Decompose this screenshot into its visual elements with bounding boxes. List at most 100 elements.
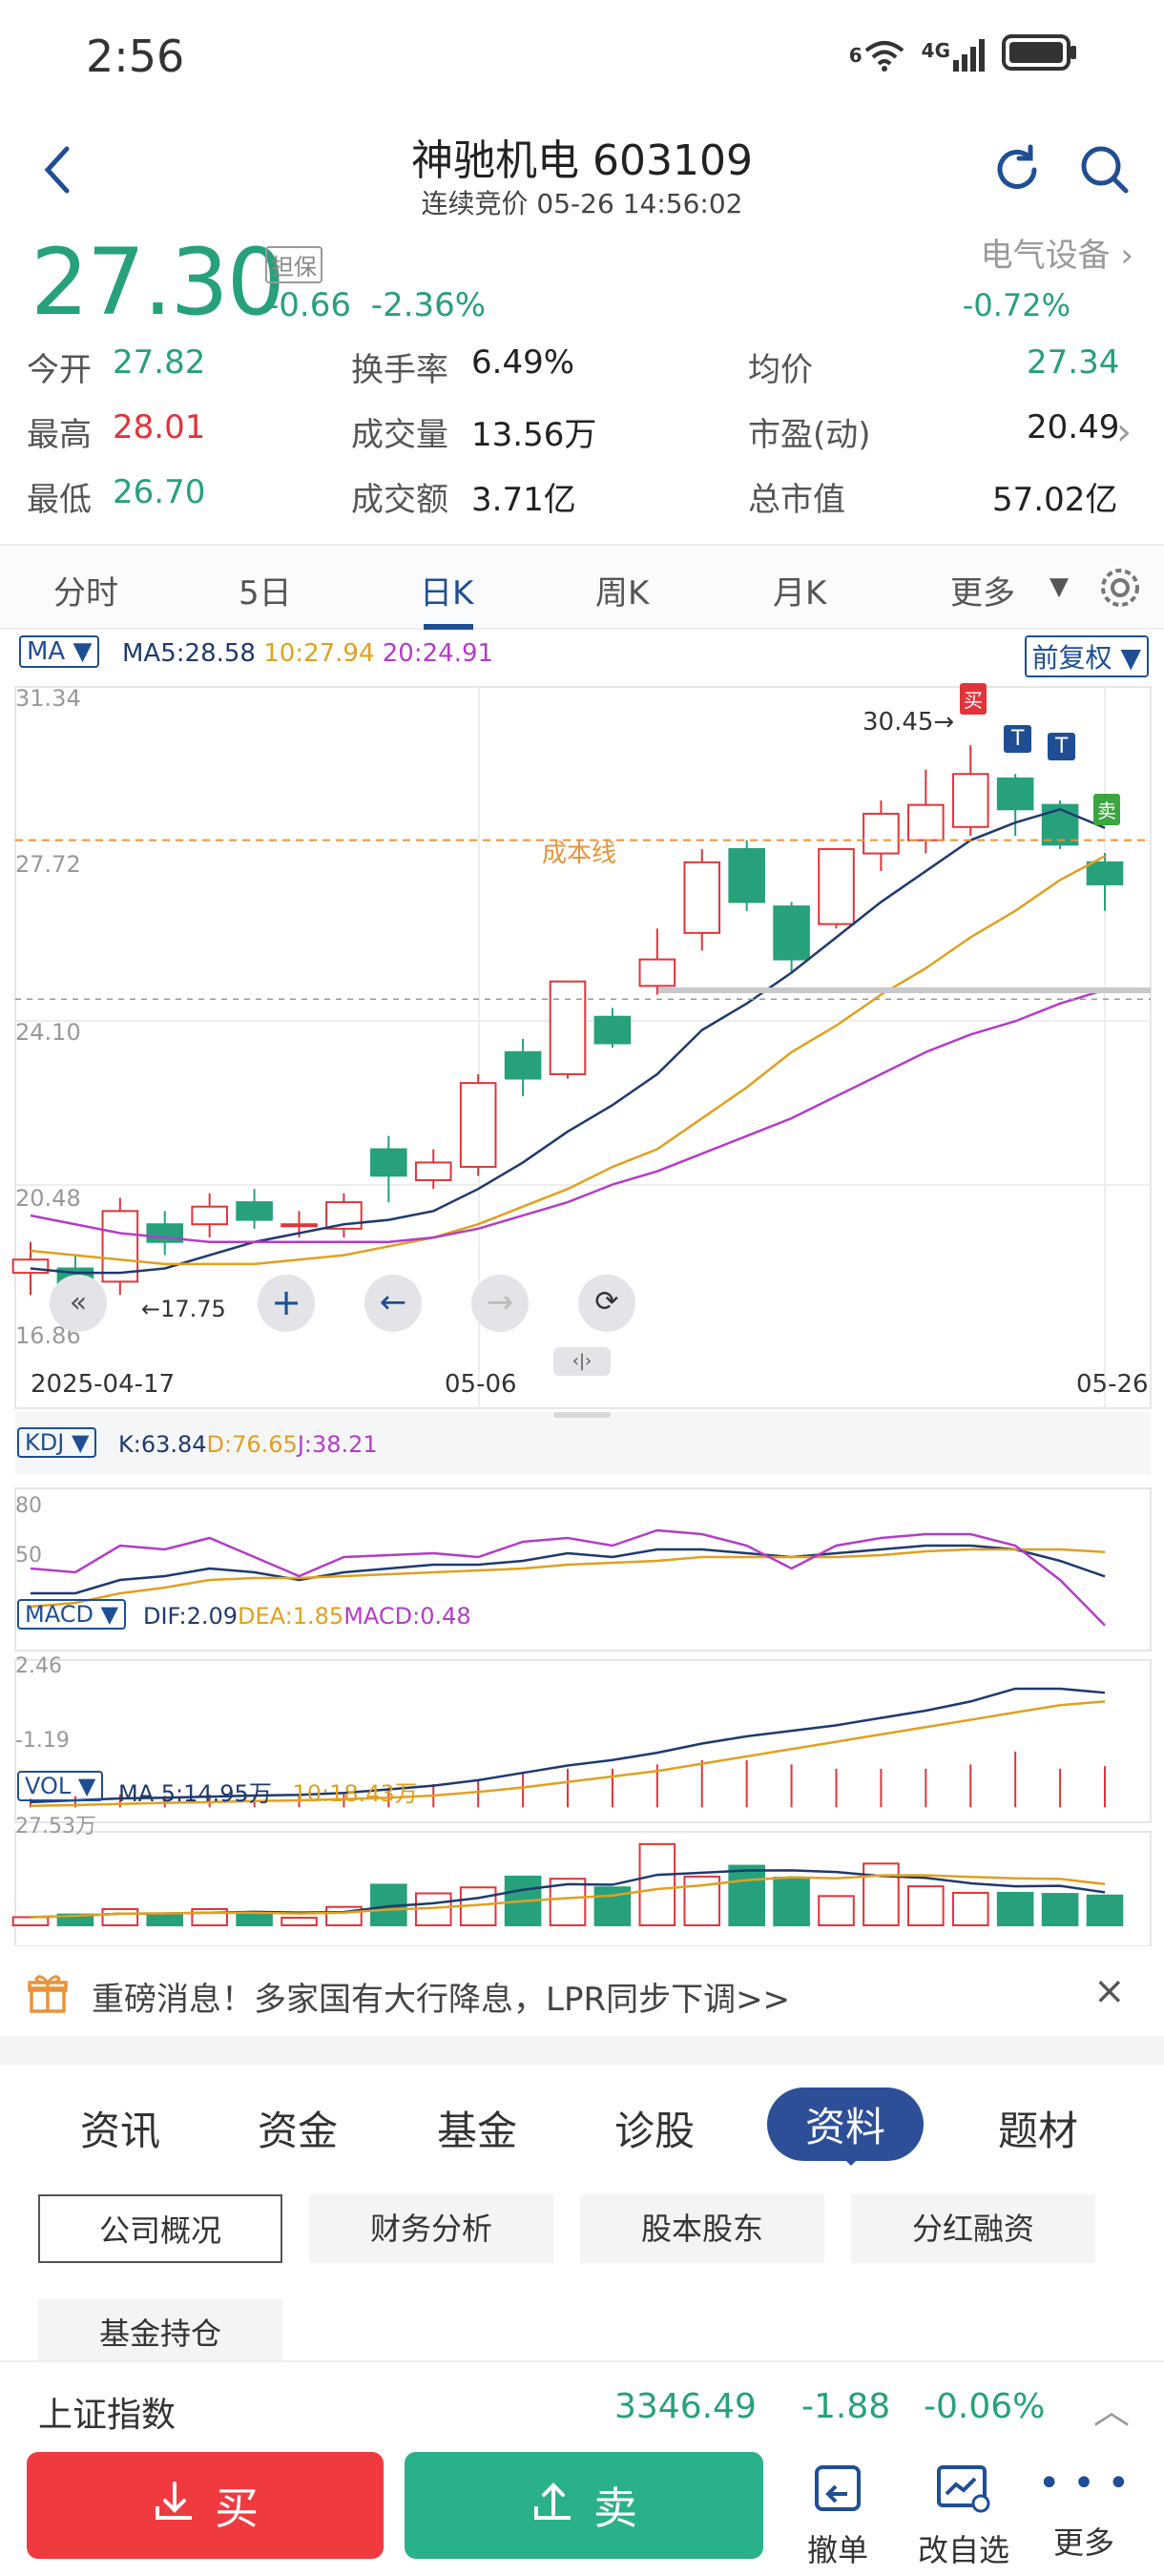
index-ticker[interactable]: 上证指数 3346.49 -1.88 -0.06% ︿ <box>0 2360 1164 2450</box>
date-start: 2025-04-17 <box>31 1370 176 1399</box>
candle-body <box>1086 861 1124 885</box>
tab-news[interactable]: 资讯 <box>80 2108 161 2154</box>
volume-bar <box>907 1885 945 1926</box>
tab-pointer <box>838 2152 864 2166</box>
candle-body <box>593 1015 632 1045</box>
candle-body <box>370 1148 407 1177</box>
sell-button[interactable]: 卖 <box>405 2452 763 2559</box>
avg-label: 均价 <box>748 351 813 389</box>
more-button[interactable]: • • • 更多 <box>1027 2462 1141 2563</box>
volume-value: 13.56万 <box>471 416 597 454</box>
ma20-value: 20:24.91 <box>382 639 494 668</box>
tab-intraday[interactable]: 分时 <box>53 574 118 613</box>
rotate-icon[interactable]: ⟳ <box>578 1275 635 1332</box>
resize-handle[interactable] <box>553 1412 611 1418</box>
chevron-right-icon: › <box>1120 237 1133 275</box>
ma5-value: MA5:28.58 <box>122 639 256 668</box>
kdj-values: K:63.84D:76.65J:38.21 <box>118 1431 378 1458</box>
candle-body <box>638 958 676 987</box>
sector-link[interactable]: 电气设备 › -0.72% <box>963 229 1133 323</box>
subtab-financial-analysis[interactable]: 财务分析 <box>309 2194 553 2263</box>
signal-icon: 4G <box>922 39 985 72</box>
volume-bar <box>236 1912 273 1926</box>
last-price: 27.30 <box>31 229 285 336</box>
sell-label: 卖 <box>593 2483 637 2534</box>
tab-profile[interactable]: 资料 <box>767 2088 925 2161</box>
volume-bar <box>56 1913 94 1926</box>
kdj-j: J:38.21 <box>297 1431 378 1458</box>
kdj-j-line <box>30 1528 1106 1627</box>
vol-selector[interactable]: VOL ▼ <box>17 1771 104 1801</box>
kdj-d-line <box>30 1548 1106 1609</box>
candle-body <box>951 773 989 828</box>
caret-down-icon[interactable]: ▼ <box>1050 572 1069 601</box>
tab-weekly-k[interactable]: 周K <box>595 574 650 613</box>
rewind-icon[interactable]: « <box>50 1275 107 1332</box>
kdj-d: D:76.65 <box>206 1431 298 1458</box>
chevron-up-icon[interactable]: ︿ <box>1093 2390 1131 2432</box>
kdj-level-80: 80 <box>15 1494 42 1518</box>
subtab-company-overview[interactable]: 公司概况 <box>38 2194 282 2263</box>
macd-selector[interactable]: MACD ▼ <box>17 1599 127 1630</box>
ma20-line <box>30 988 1106 1243</box>
tab-daily-k[interactable]: 日K <box>420 574 474 613</box>
kdj-selector[interactable]: KDJ ▼ <box>17 1427 97 1458</box>
adjust-selector[interactable]: 前复权 ▼ <box>1024 635 1149 677</box>
more-label: 更多 <box>1052 2524 1114 2561</box>
subtab-shareholders[interactable]: 股本股东 <box>580 2194 824 2263</box>
back-icon[interactable] <box>38 141 76 202</box>
chevron-right-icon[interactable]: › <box>1116 410 1132 454</box>
refresh-icon[interactable] <box>988 141 1046 202</box>
ma-label: MA <box>27 637 66 666</box>
kline-chart[interactable]: MA ▼ MA5:28.58 10:27.94 20:24.91 前复权 ▼ 3… <box>0 630 1164 1947</box>
tab-diagnosis[interactable]: 诊股 <box>614 2108 696 2154</box>
settings-icon[interactable] <box>1097 565 1143 614</box>
undo-icon <box>815 2465 861 2511</box>
drag-handle-icon[interactable]: ‹|› <box>553 1347 611 1376</box>
kdj-k: K:63.84 <box>118 1431 207 1458</box>
candle-body <box>281 1223 318 1228</box>
adjust-label: 前复权 <box>1031 642 1112 674</box>
buy-button[interactable]: 买 <box>27 2452 384 2559</box>
candle-body <box>683 861 721 934</box>
tab-5day[interactable]: 5日 <box>239 574 292 613</box>
tab-monthly-k[interactable]: 月K <box>773 574 827 613</box>
volume-bar <box>1041 1893 1079 1926</box>
section-gap <box>0 2036 1164 2065</box>
y-label-2: 27.72 <box>15 851 81 878</box>
kdj-level-50: 50 <box>15 1544 42 1568</box>
ma-values: MA5:28.58 10:27.94 20:24.91 <box>122 639 493 668</box>
subtab-fund-holdings[interactable]: 基金持仓 <box>38 2299 282 2368</box>
macd-value: MACD:0.48 <box>343 1603 471 1630</box>
subtab-dividends[interactable]: 分红融资 <box>851 2194 1095 2263</box>
edit-watchlist-label: 改自选 <box>917 2532 1009 2568</box>
volume-bar <box>773 1877 810 1926</box>
search-icon[interactable] <box>1076 141 1133 202</box>
tab-funds-flow[interactable]: 资金 <box>258 2108 339 2154</box>
network-label: 4G <box>921 39 950 62</box>
arrow-right-icon[interactable]: → <box>471 1275 529 1332</box>
candle-body <box>1041 803 1079 846</box>
vol-values: MA 5:14.95万 10:18.43万 <box>118 1775 418 1808</box>
news-banner[interactable]: 重磅消息！多家国有大行降息，LPR同步下调>> × <box>0 1956 1164 2032</box>
tab-theme[interactable]: 题材 <box>998 2108 1079 2154</box>
tab-more[interactable]: 更多 <box>950 574 1015 613</box>
candle-body <box>11 1258 50 1275</box>
volume-bar <box>146 1912 184 1926</box>
y-label-4: 20.48 <box>15 1185 81 1212</box>
close-icon[interactable]: × <box>1093 1969 1126 2013</box>
buy-signal: 买 <box>960 683 987 715</box>
high-value: 28.01 <box>113 408 206 447</box>
candle-body <box>414 1161 452 1181</box>
volume-bar <box>818 1895 855 1926</box>
date-end: 05-26 <box>1076 1370 1149 1399</box>
tab-funds[interactable]: 基金 <box>437 2108 518 2154</box>
cancel-order-button[interactable]: 撤单 <box>780 2462 895 2570</box>
ma-selector[interactable]: MA ▼ <box>19 635 100 668</box>
caret-down-icon: ▼ <box>73 637 93 666</box>
y-label-1: 31.34 <box>15 685 81 712</box>
volume-bar <box>728 1864 765 1926</box>
arrow-left-icon[interactable]: ← <box>364 1275 422 1332</box>
zoom-in-icon[interactable]: + <box>258 1275 315 1332</box>
edit-watchlist-button[interactable]: 改自选 <box>906 2462 1021 2570</box>
